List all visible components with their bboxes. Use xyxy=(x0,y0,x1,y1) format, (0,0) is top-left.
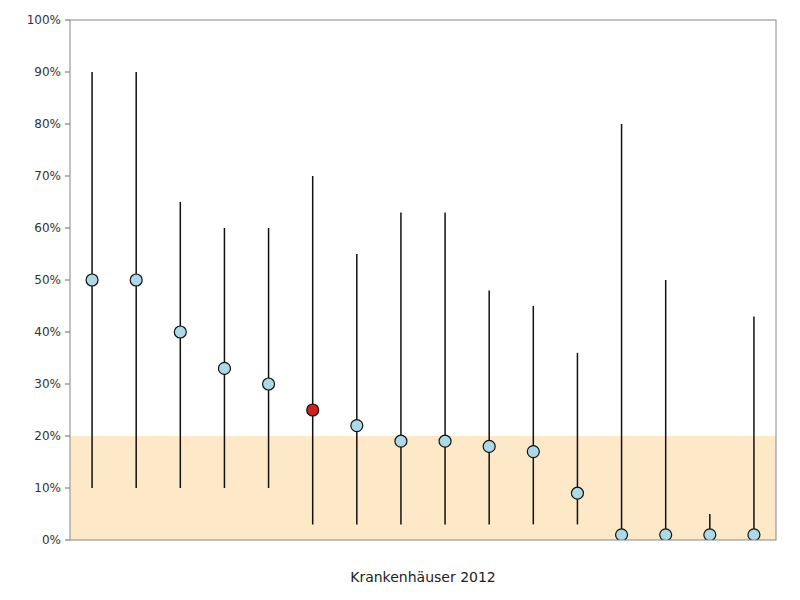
y-tick xyxy=(65,228,70,229)
y-tick xyxy=(65,280,70,281)
y-tick xyxy=(65,332,70,333)
y-axis: 0% 10% 20% 30% 40% 50% 60% 70% 80% 90% 100% xyxy=(27,13,70,547)
range-line xyxy=(400,212,402,524)
y-tick-label: 70% xyxy=(34,169,61,183)
y-tick-label: 90% xyxy=(34,65,61,79)
range-line xyxy=(753,316,755,540)
range-line xyxy=(180,202,182,488)
range-line xyxy=(224,228,226,488)
y-tick xyxy=(65,436,70,437)
median-point xyxy=(395,435,407,447)
median-point xyxy=(704,529,716,540)
y-tick xyxy=(65,488,70,489)
y-tick-label: 0% xyxy=(42,533,61,547)
median-point xyxy=(130,274,142,286)
median-point xyxy=(660,529,672,540)
y-tick xyxy=(65,72,70,73)
median-point xyxy=(174,326,186,338)
y-tick xyxy=(65,176,70,177)
y-tick-label: 60% xyxy=(34,221,61,235)
y-tick-label: 40% xyxy=(34,325,61,339)
median-point xyxy=(218,362,230,374)
range-line xyxy=(312,176,314,524)
median-point xyxy=(571,487,583,499)
chart: 0% 10% 20% 30% 40% 50% 60% 70% 80% 90% 100% Kranken… xyxy=(0,0,800,600)
range-line xyxy=(665,280,667,540)
range-line xyxy=(488,290,490,524)
median-point xyxy=(439,435,451,447)
y-tick-label: 50% xyxy=(34,273,61,287)
y-tick-label: 100% xyxy=(27,13,61,27)
y-tick-label: 20% xyxy=(34,429,61,443)
y-tick-label: 10% xyxy=(34,481,61,495)
y-tick-label: 80% xyxy=(34,117,61,131)
median-point xyxy=(263,378,275,390)
shaded-band xyxy=(70,436,776,540)
median-point xyxy=(351,420,363,432)
median-point xyxy=(86,274,98,286)
median-point xyxy=(748,529,760,540)
median-point xyxy=(483,440,495,452)
x-axis-label: Krankenhäuser 2012 xyxy=(350,569,496,585)
range-line xyxy=(533,306,535,524)
y-tick-label: 30% xyxy=(34,377,61,391)
median-point xyxy=(307,404,319,416)
range-line xyxy=(621,124,623,540)
y-tick xyxy=(65,20,70,21)
median-point xyxy=(616,529,628,540)
plot-frame xyxy=(70,20,776,540)
range-line xyxy=(444,212,446,524)
range-line xyxy=(268,228,270,488)
range-line xyxy=(356,254,358,524)
plot-area xyxy=(70,72,776,540)
y-tick xyxy=(65,540,70,541)
y-tick xyxy=(65,384,70,385)
y-tick xyxy=(65,124,70,125)
median-point xyxy=(527,446,539,458)
